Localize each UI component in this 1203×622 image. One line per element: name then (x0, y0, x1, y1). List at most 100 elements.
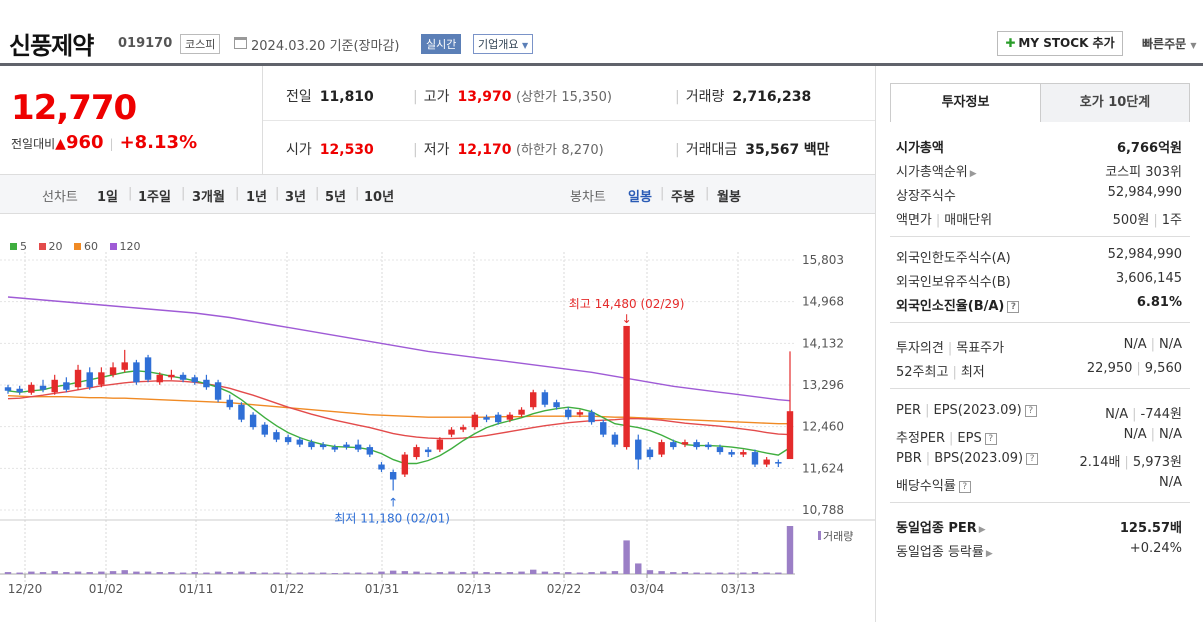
candle-body (716, 447, 724, 453)
volume-bar (413, 571, 420, 574)
volume-bar (389, 570, 397, 574)
candlestick-chart[interactable]: 15,803 14,968 14,132 13,296 12,460 11,624 10,7… (0, 214, 875, 622)
high-annotation: 최고 14,480 (02/29) (569, 297, 685, 311)
candle-body (553, 402, 560, 408)
add-mystock-button[interactable]: ✚ MY STOCK 추가 (997, 31, 1123, 56)
candle-body (168, 374, 175, 378)
low-price: | 저가 12,170 (하한가 8,270) (413, 139, 604, 159)
period-5y[interactable]: 5년 (325, 190, 347, 205)
x-tick-label: 02/13 (457, 582, 492, 596)
period-3m[interactable]: 3개월 (192, 190, 225, 205)
info-row[interactable]: 동일업종 등락률 ▶ +0.24% (896, 541, 1182, 560)
volume-bar (459, 572, 467, 574)
prev-label: 전일 (286, 89, 312, 105)
valuation-section: PER | EPS(2023.09)? N/A | -744원 추정PER | EPS? N/A… (890, 400, 1190, 503)
price-panel: 12,770 전일대비▲960 | +8.13% 전일 11,810 | 고가 13,97… (0, 66, 875, 175)
tab-orderbook[interactable]: 호가 10단계 (1040, 84, 1189, 122)
candle-body (86, 372, 93, 388)
divider: | (315, 186, 320, 201)
period-1y[interactable]: 1년 (246, 190, 268, 205)
volume-bar (646, 570, 654, 574)
x-tick-label: 12/20 (8, 582, 43, 596)
x-tick-label: 01/11 (179, 582, 214, 596)
tab-investment-info[interactable]: 투자정보 (891, 84, 1040, 122)
info-row: 외국인보유주식수(B) 3,606,145 (896, 271, 1182, 290)
help-icon[interactable]: ? (984, 433, 997, 445)
volume-bar (319, 572, 327, 574)
volume-bar (51, 571, 58, 574)
divider: | (413, 89, 418, 105)
info-row[interactable]: 동일업종 PER ▶ 125.57배 (896, 521, 1182, 536)
volume-bar (109, 571, 117, 574)
side-tabs: 투자정보 호가 10단계 (890, 83, 1190, 122)
candle-body (378, 464, 385, 470)
volume-bar (191, 572, 198, 574)
market-cap-section: 시가총액 6,766억원 시가총액순위 ▶ 코스피 303위 상장주식수 52,984,… (890, 134, 1190, 237)
candle-body (506, 414, 514, 420)
candle-body (354, 444, 362, 450)
candle-body (494, 414, 502, 423)
line-chart-label: 선차트 (42, 190, 78, 205)
volume-bar (448, 571, 455, 574)
period-selector: 선차트 1일 | 1주일 | 3개월 | 1년 | 3년 | 5년 | 10년 … (0, 175, 875, 214)
stock-chart[interactable]: 5 20 60 120 15,803 14,968 14,132 13,296 12,4… (0, 214, 875, 622)
period-weekly[interactable]: 주봉 (671, 190, 695, 205)
quick-order-link[interactable]: 빠른주문 ▼ (1142, 35, 1197, 52)
volume-bar (728, 572, 735, 574)
volume-bar (705, 572, 712, 574)
help-icon[interactable]: ? (1024, 405, 1037, 417)
period-1w[interactable]: 1주일 (138, 190, 171, 205)
low-arrow: ↑ (388, 495, 398, 509)
ma60-line (7, 395, 790, 425)
realtime-button[interactable]: 실시간 (421, 34, 462, 54)
volume-bar (483, 572, 490, 574)
prev-value: 11,810 (319, 89, 374, 105)
period-1d[interactable]: 1일 (97, 190, 119, 205)
candle-body (296, 439, 304, 445)
volume-value: 2,716,238 (732, 89, 812, 105)
period-3y[interactable]: 3년 (285, 190, 307, 205)
company-overview-label: 기업개요 (478, 38, 519, 51)
candle-body (786, 411, 794, 460)
divider: | (128, 186, 133, 201)
info-row[interactable]: 시가총액순위 ▶ 코스피 303위 (896, 165, 1182, 180)
volume-bar (133, 571, 140, 574)
low-annotation: 최저 11,180 (02/01) (334, 511, 450, 525)
help-icon[interactable]: ? (1007, 301, 1020, 313)
company-overview-dropdown[interactable]: 기업개요 ▼ (473, 34, 534, 54)
volume-bar (63, 572, 70, 574)
candle-body (214, 382, 222, 400)
low-label: 저가 (423, 142, 450, 158)
divider: | (675, 89, 680, 105)
divider: | (275, 186, 280, 201)
candle-body (751, 452, 759, 465)
candle-body (39, 385, 47, 390)
help-icon[interactable]: ? (1026, 453, 1039, 465)
candle-body (331, 447, 339, 450)
candle-body (273, 432, 280, 440)
volume-bar (588, 572, 595, 574)
stock-code: 019170 (118, 36, 173, 51)
high-label: 고가 (423, 89, 450, 105)
candle-body (518, 409, 525, 415)
candle-body (658, 442, 665, 455)
volume-bar (494, 572, 502, 574)
period-10y[interactable]: 10년 (364, 190, 395, 205)
period-daily[interactable]: 일봉 (628, 190, 652, 205)
divider: | (181, 186, 186, 201)
candle-body (623, 325, 630, 448)
legend-ma5: 5 (10, 240, 27, 253)
volume-bar (471, 571, 479, 574)
volume-bar (611, 571, 619, 574)
help-icon[interactable]: ? (958, 481, 971, 493)
divider (263, 120, 875, 121)
period-monthly[interactable]: 월봉 (717, 190, 741, 205)
x-tick-label: 02/22 (547, 582, 582, 596)
chevron-right-icon: ▶ (985, 549, 993, 559)
candle-body (144, 357, 152, 380)
low-value: 12,170 (457, 142, 512, 158)
legend-ma20: 20 (38, 240, 63, 253)
candle-body (179, 374, 187, 380)
volume-bar (74, 571, 82, 574)
calendar-icon (234, 37, 247, 49)
